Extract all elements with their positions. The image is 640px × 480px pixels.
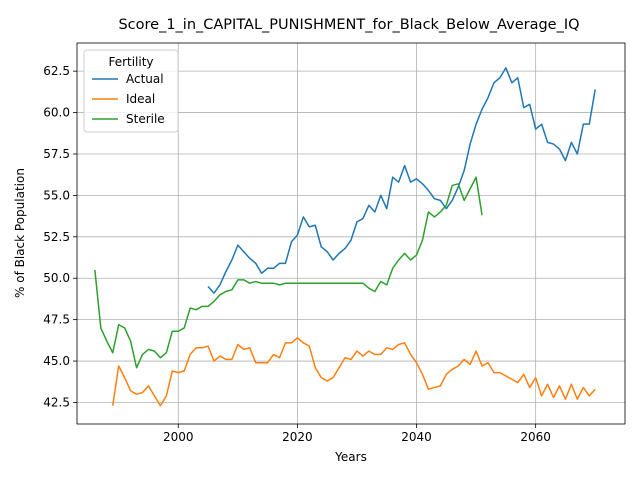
y-tick-label: 60.0 — [43, 106, 70, 120]
legend-label-actual: Actual — [126, 72, 164, 86]
y-tick-label: 42.5 — [43, 395, 70, 409]
series-lines — [94, 67, 596, 407]
legend-box — [83, 49, 179, 133]
x-tick-label: 2000 — [163, 430, 194, 444]
y-tick-label: 45.0 — [43, 354, 70, 368]
x-axis-label: Years — [334, 450, 367, 464]
x-tick-label: 2040 — [401, 430, 432, 444]
y-axis-label: % of Black Population — [13, 168, 27, 298]
chart-title: Score_1_in_CAPITAL_PUNISHMENT_for_Black_… — [118, 17, 579, 33]
x-tick-label: 2060 — [520, 430, 551, 444]
x-tick-label: 2020 — [282, 430, 313, 444]
y-tick-label: 55.0 — [43, 188, 70, 202]
legend-label-sterile: Sterile — [126, 112, 165, 126]
y-tick-label: 50.0 — [43, 271, 70, 285]
legend-label-ideal: Ideal — [126, 92, 155, 106]
series-line-sterile — [94, 176, 483, 369]
legend: Fertility Actual Ideal Sterile — [83, 49, 179, 133]
ticks: 2000 2020 2040 2060 42.5 45.0 47.5 50.0 52.5 55.0… — [43, 64, 551, 444]
y-tick-label: 52.5 — [43, 230, 70, 244]
series-line-ideal — [111, 337, 596, 407]
y-tick-label: 62.5 — [43, 64, 70, 78]
y-tick-label: 47.5 — [43, 313, 70, 327]
plot-frame — [76, 42, 626, 425]
legend-title: Fertility — [108, 55, 153, 69]
y-tick-label: 57.5 — [43, 147, 70, 161]
series-line-actual — [207, 67, 596, 294]
